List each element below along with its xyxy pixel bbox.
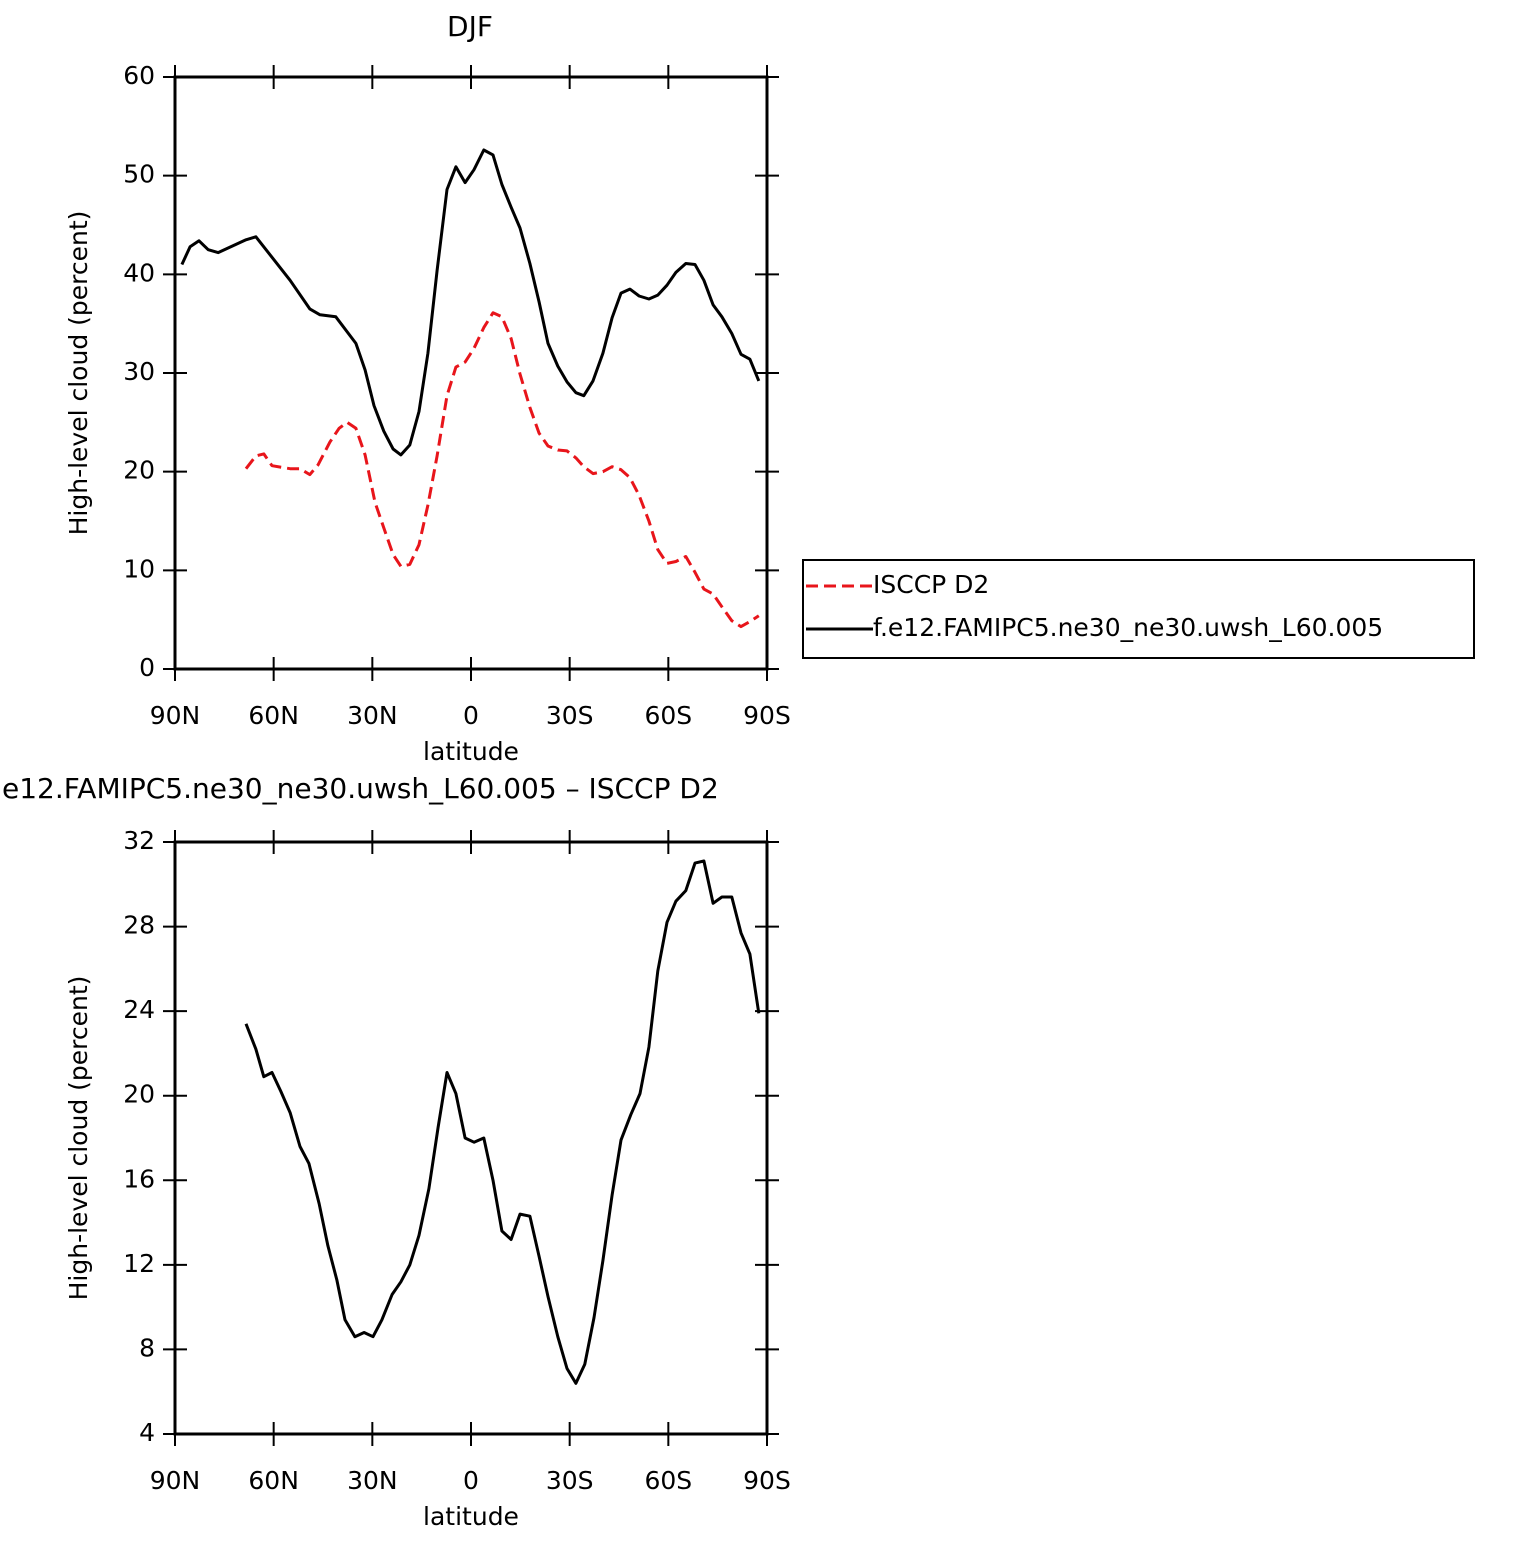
y-tick-label: 32 [123, 826, 155, 855]
plot-frame [173, 75, 769, 671]
x-tick-label: 90N [150, 1466, 201, 1495]
x-tick-label: 30S [546, 1466, 594, 1495]
x-tick-label: 30N [347, 1466, 398, 1495]
y-tick-label: 20 [123, 1080, 155, 1109]
legend-box [802, 559, 1475, 659]
legend-label: ISCCP D2 [873, 570, 989, 599]
y-tick-label: 30 [123, 357, 155, 386]
legend: ISCCP D2 f.e12.FAMIPC5.ne30_ne30.uwsh_L60… [802, 559, 1475, 659]
y-tick-label: 40 [123, 258, 155, 287]
data-line [244, 859, 761, 1385]
y-tick-label: 12 [123, 1249, 155, 1278]
x-tick-label: 90S [743, 701, 791, 730]
chart-title: DJF [447, 10, 493, 43]
y-tick-label: 24 [123, 995, 155, 1024]
x-tick-label: 30N [347, 701, 398, 730]
x-tick-label: 90S [743, 1466, 791, 1495]
x-tick-label: 60N [248, 701, 299, 730]
y-tick-label: 28 [123, 911, 155, 940]
x-tick-label: 90N [150, 701, 201, 730]
chart-title: e12.FAMIPC5.ne30_ne30.uwsh_L60.005 – ISC… [2, 772, 719, 805]
y-tick-label: 4 [139, 1418, 155, 1447]
data-line [180, 148, 761, 457]
y-tick-label: 20 [123, 456, 155, 485]
x-axis-label: latitude [423, 1502, 519, 1531]
data-line [244, 311, 760, 629]
x-tick-label: 60N [248, 1466, 299, 1495]
x-tick-label: 60S [644, 1466, 692, 1495]
legend-label: f.e12.FAMIPC5.ne30_ne30.uwsh_L60.005 [873, 613, 1383, 642]
y-axis-label: High-level cloud (percent) [64, 211, 93, 536]
x-tick-label: 0 [463, 701, 479, 730]
x-tick-label: 0 [463, 1466, 479, 1495]
plot-frame [173, 840, 769, 1436]
y-tick-label: 0 [139, 653, 155, 682]
y-axis-label: High-level cloud (percent) [64, 976, 93, 1301]
y-tick-label: 16 [123, 1164, 155, 1193]
x-tick-label: 60S [644, 701, 692, 730]
x-tick-label: 30S [546, 701, 594, 730]
y-tick-label: 60 [123, 61, 155, 90]
y-tick-label: 8 [139, 1333, 155, 1362]
y-tick-label: 10 [123, 554, 155, 583]
x-axis-label: latitude [423, 737, 519, 766]
y-tick-label: 50 [123, 160, 155, 189]
